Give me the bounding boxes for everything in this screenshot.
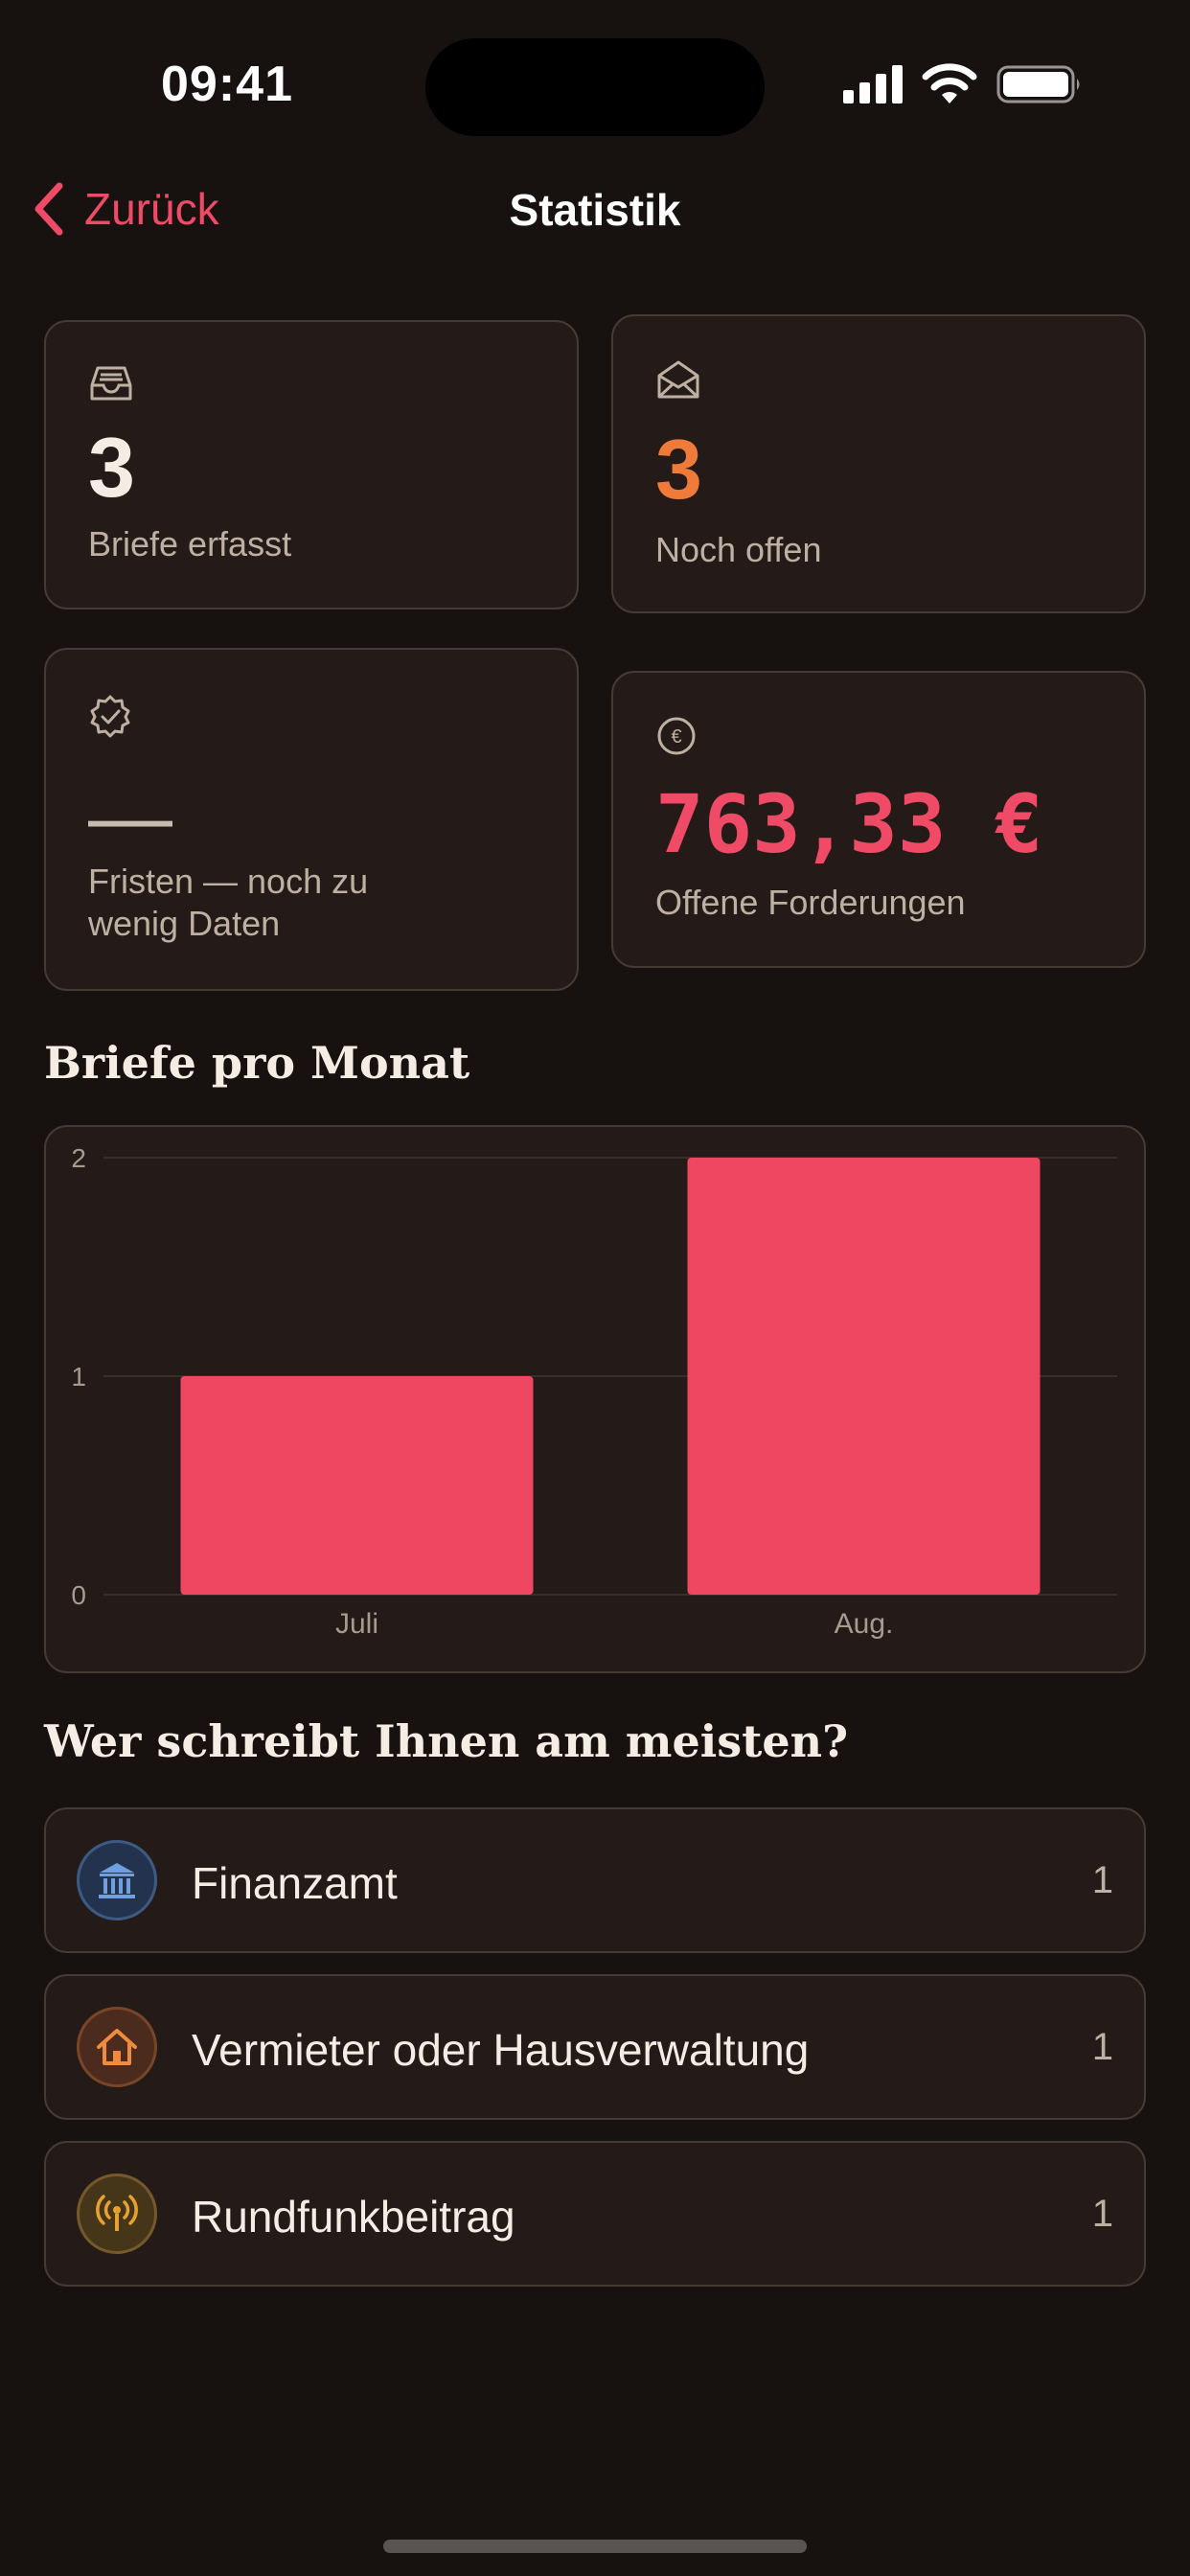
sender-row-vermieter[interactable]: Vermieter oder Hausverwaltung 1 bbox=[44, 1974, 1146, 2120]
svg-text:€: € bbox=[671, 726, 681, 748]
stat-card-open: 3 Noch offen bbox=[611, 314, 1146, 613]
envelope-open-icon bbox=[657, 360, 699, 399]
stat-card-deadlines: — Fristen — noch zu wenig Daten bbox=[44, 648, 579, 991]
sender-badge bbox=[77, 2174, 157, 2254]
y-tick-label: 2 bbox=[71, 1143, 86, 1173]
sender-count: 1 bbox=[1091, 2193, 1113, 2235]
euro-circle-icon: € bbox=[657, 717, 696, 755]
stat-card-claims: € 763,33 € Offene Forderungen bbox=[611, 671, 1146, 968]
back-button[interactable]: Zurück bbox=[33, 182, 219, 236]
x-tick-label: Juli bbox=[335, 1608, 378, 1640]
open-label: Noch offen bbox=[655, 530, 822, 569]
open-count: 3 bbox=[655, 422, 702, 517]
claims-amount: 763,33 € bbox=[655, 777, 1043, 871]
inbox-tray-icon bbox=[90, 366, 132, 401]
bar-Aug. bbox=[687, 1158, 1041, 1595]
x-tick-label: Aug. bbox=[835, 1608, 894, 1640]
chart-section-title: Briefe pro Monat bbox=[44, 1037, 470, 1089]
page-title: Statistik bbox=[509, 185, 681, 235]
sender-row-rundfunk[interactable]: Rundfunkbeitrag 1 bbox=[44, 2141, 1146, 2287]
bar-chart: 0 1 2 Juli Aug. bbox=[71, 1143, 1117, 1640]
chart-card: 0 1 2 Juli Aug. bbox=[44, 1125, 1146, 1673]
sender-name: Vermieter oder Hausverwaltung bbox=[192, 2025, 810, 2075]
home-indicator[interactable] bbox=[383, 2540, 807, 2553]
stat-card-letters: 3 Briefe erfasst bbox=[44, 320, 579, 610]
y-tick-label: 0 bbox=[71, 1580, 86, 1610]
deadlines-value: — bbox=[88, 769, 172, 863]
wifi-icon bbox=[922, 63, 977, 104]
claims-label: Offene Forderungen bbox=[655, 883, 966, 922]
deadlines-label-line2: wenig Daten bbox=[88, 904, 281, 943]
sender-name: Finanzamt bbox=[192, 1858, 398, 1908]
letters-label: Briefe erfasst bbox=[88, 524, 292, 564]
sender-count: 1 bbox=[1091, 2026, 1113, 2068]
deadlines-label-line1: Fristen — noch zu bbox=[88, 862, 369, 901]
letters-count: 3 bbox=[88, 420, 135, 515]
dynamic-island bbox=[425, 38, 765, 136]
bar-Juli bbox=[180, 1376, 534, 1595]
sender-count: 1 bbox=[1091, 1859, 1113, 1901]
sender-name: Rundfunkbeitrag bbox=[192, 2192, 515, 2242]
sender-badge bbox=[77, 2007, 157, 2087]
sender-badge bbox=[77, 1840, 157, 1920]
sender-row-finanzamt[interactable]: Finanzamt 1 bbox=[44, 1807, 1146, 1953]
back-label: Zurück bbox=[84, 184, 219, 234]
status-time: 09:41 bbox=[161, 57, 293, 112]
senders-section-title: Wer schreibt Ihnen am meisten? bbox=[44, 1715, 849, 1767]
chevron-left-icon bbox=[34, 182, 63, 236]
y-tick-label: 1 bbox=[71, 1362, 86, 1392]
cellular-signal-icon bbox=[843, 65, 903, 104]
check-seal-icon bbox=[90, 695, 130, 738]
bank-icon bbox=[99, 1863, 135, 1898]
house-icon bbox=[97, 2029, 137, 2065]
battery-icon bbox=[996, 65, 1080, 104]
broadcast-antenna-icon bbox=[96, 2195, 138, 2231]
